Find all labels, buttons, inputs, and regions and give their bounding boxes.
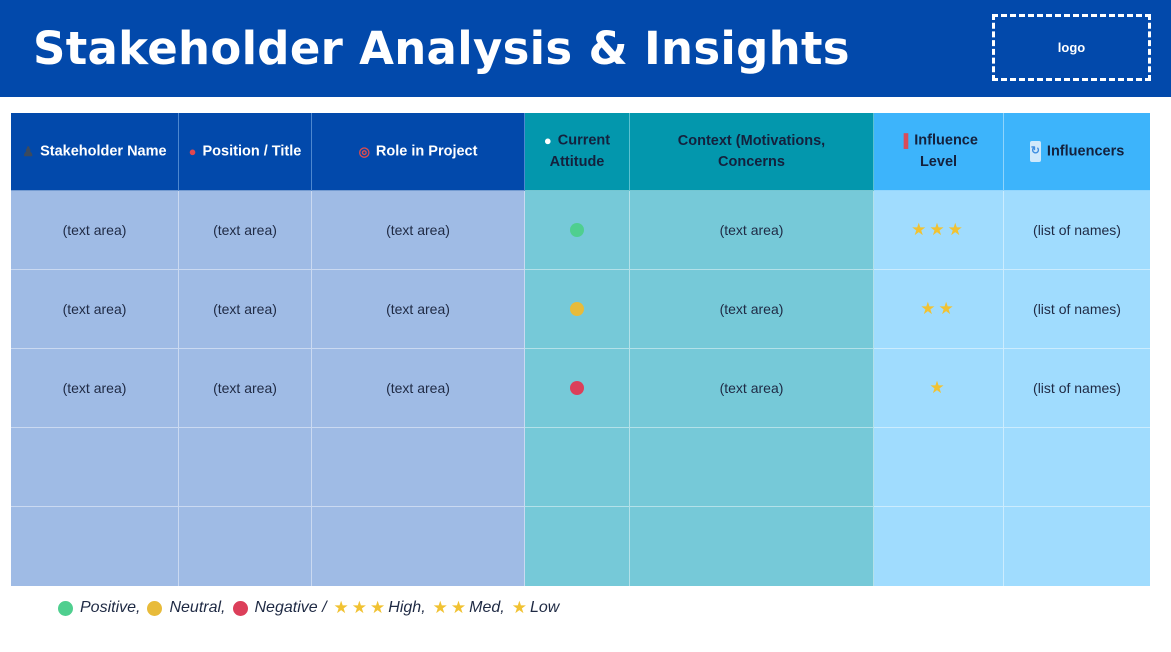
star-icon: ★ <box>333 598 349 617</box>
cell-context[interactable]: (text area) <box>630 191 874 270</box>
cell-influence-level[interactable] <box>874 507 1004 586</box>
star-icon: ★ <box>351 598 368 617</box>
cell-context[interactable] <box>630 428 874 507</box>
cell-influencers[interactable] <box>1004 428 1150 507</box>
column-header-stakeholder-name: ♟ Stakeholder Name <box>11 113 179 191</box>
cell-position-title[interactable]: (text area) <box>179 191 312 270</box>
neutral-dot-icon <box>147 600 163 616</box>
cell-current-attitude[interactable] <box>525 349 630 428</box>
star-icon: ★ <box>450 598 467 617</box>
cell-influencers[interactable]: (list of names) <box>1004 270 1150 349</box>
star-rating-icon: ★ <box>929 378 948 397</box>
neutral-dot-icon <box>570 302 584 316</box>
column-header-influencers: ↻ Influencers <box>1004 113 1150 191</box>
positive-dot-icon <box>58 600 73 616</box>
negative-dot-icon <box>570 381 584 395</box>
cell-context[interactable]: (text area) <box>630 270 874 349</box>
cell-role-in-project[interactable]: (text area) <box>312 191 525 270</box>
legend: Positive, Neutral, Negative / ★ ★ ★ High… <box>58 598 566 618</box>
cell-influencers[interactable]: (list of names) <box>1004 191 1150 270</box>
cell-influence-level[interactable] <box>874 428 1004 507</box>
cell-stakeholder-name[interactable]: (text area) <box>11 270 179 349</box>
cell-influencers[interactable] <box>1004 507 1150 586</box>
cell-current-attitude[interactable] <box>525 428 630 507</box>
legend-low: Low <box>529 599 560 616</box>
cell-influence-level[interactable]: ★★ <box>874 270 1004 349</box>
page-title: Stakeholder Analysis & Insights <box>33 22 850 75</box>
cell-position-title[interactable]: (text area) <box>179 349 312 428</box>
target-icon: ◎ <box>358 143 370 159</box>
star-icon: ★ <box>432 598 448 617</box>
cell-role-in-project[interactable] <box>312 507 525 586</box>
logo-placeholder[interactable]: logo <box>992 14 1151 81</box>
star-rating-icon: ★★ <box>920 299 957 318</box>
cell-stakeholder-name[interactable] <box>11 507 179 586</box>
star-icon: ★ <box>370 598 386 617</box>
cell-influencers[interactable]: (list of names) <box>1004 349 1150 428</box>
speech-bubble-icon: ● <box>543 133 552 149</box>
pushpin-icon: ● <box>188 143 197 159</box>
column-header-context: Context (Motivations, Concerns <box>630 113 874 191</box>
legend-high: High, <box>388 599 426 616</box>
cell-context[interactable] <box>630 507 874 586</box>
cell-role-in-project[interactable]: (text area) <box>312 270 525 349</box>
column-header-influence-level: ▐ Influence Level <box>874 113 1004 191</box>
cell-stakeholder-name[interactable]: (text area) <box>11 191 179 270</box>
cell-stakeholder-name[interactable] <box>11 428 179 507</box>
refresh-icon: ↻ <box>1029 140 1041 162</box>
cell-context[interactable]: (text area) <box>630 349 874 428</box>
negative-dot-icon <box>232 600 248 616</box>
column-header-role-in-project: ◎ Role in Project <box>312 113 525 191</box>
legend-med: Med, <box>469 599 505 616</box>
positive-dot-icon <box>570 223 584 237</box>
cell-role-in-project[interactable]: (text area) <box>312 349 525 428</box>
column-header-current-attitude: ● Current Attitude <box>525 113 630 191</box>
legend-neutral: Neutral, <box>169 599 226 616</box>
legend-negative: Negative / <box>254 599 327 616</box>
cell-stakeholder-name[interactable]: (text area) <box>11 349 179 428</box>
cell-influence-level[interactable]: ★ <box>874 349 1004 428</box>
stakeholder-table: ♟ Stakeholder Name ● Position / Title ◎ Rol… <box>11 113 1150 586</box>
logo-label: logo <box>1057 40 1086 55</box>
star-rating-icon: ★★★ <box>911 220 966 239</box>
bar-chart-icon: ▐ <box>899 133 909 149</box>
cell-current-attitude[interactable] <box>525 191 630 270</box>
cell-current-attitude[interactable] <box>525 270 630 349</box>
cell-position-title[interactable] <box>179 507 312 586</box>
star-icon: ★ <box>511 598 527 617</box>
cell-current-attitude[interactable] <box>525 507 630 586</box>
column-header-position-title: ● Position / Title <box>179 113 312 191</box>
person-silhouette-icon: ♟ <box>22 143 35 159</box>
header-banner: Stakeholder Analysis & Insights logo <box>0 0 1171 97</box>
legend-positive: Positive, <box>80 599 141 616</box>
cell-influence-level[interactable]: ★★★ <box>874 191 1004 270</box>
cell-position-title[interactable] <box>179 428 312 507</box>
cell-position-title[interactable]: (text area) <box>179 270 312 349</box>
cell-role-in-project[interactable] <box>312 428 525 507</box>
